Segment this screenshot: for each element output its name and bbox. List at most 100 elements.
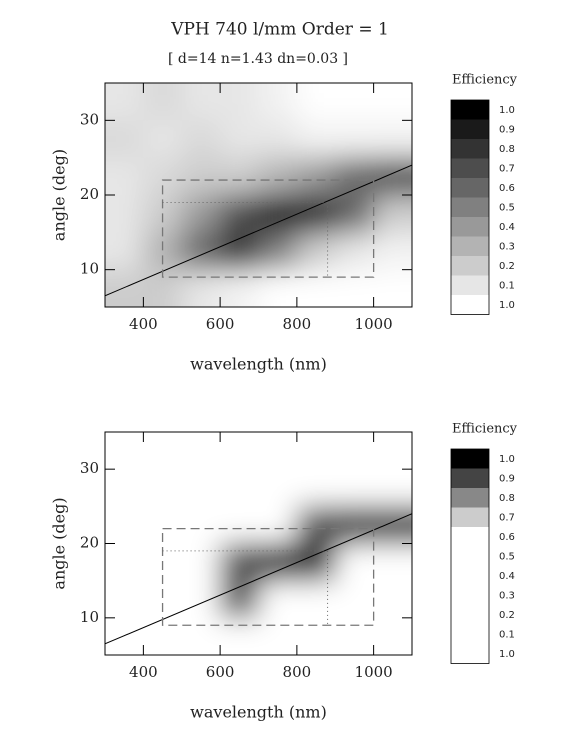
- colorbar-swatch: [451, 100, 489, 120]
- heatmap-cell: [258, 157, 298, 196]
- colorbar-swatch: [451, 507, 489, 528]
- heatmap-cell: [335, 232, 375, 271]
- heatmap-cell: [335, 469, 375, 507]
- heatmap-cell: [258, 469, 298, 507]
- colorbar-swatch: [451, 158, 489, 179]
- heatmap-cell: [335, 432, 375, 470]
- colorbar-label: 0.5: [499, 202, 515, 213]
- heatmap-cell: [181, 269, 221, 307]
- dispersion-line: [105, 164, 412, 297]
- x-tick-label: 1000: [355, 663, 393, 681]
- chart-title: VPH 740 l/mm Order = 1: [170, 20, 389, 40]
- colorbar-title: Efficiency: [452, 422, 518, 437]
- heatmap-cell: [143, 232, 183, 271]
- colorbar-swatch: [451, 449, 489, 469]
- heatmap-cell: [373, 195, 412, 233]
- dispersion-line: [105, 513, 412, 645]
- heatmap: [105, 83, 412, 307]
- y-axis-label: angle (deg): [50, 149, 69, 241]
- heatmap-cell: [373, 269, 412, 307]
- heatmap-cell: [373, 157, 412, 196]
- colorbar-swatch: [451, 197, 489, 218]
- heatmap-cell: [373, 432, 412, 470]
- x-axis-label: wavelength (nm): [190, 355, 327, 374]
- heatmap-cell: [220, 195, 259, 233]
- heatmap-cell: [373, 469, 412, 507]
- y-tick-label: 20: [80, 185, 99, 203]
- y-tick-label: 10: [80, 608, 99, 626]
- heatmap-cell: [105, 157, 144, 196]
- x-tick-label: 600: [206, 315, 235, 333]
- heatmap-cell: [220, 506, 259, 544]
- plot-area: [105, 432, 412, 655]
- colorbar-label: 0.3: [499, 241, 515, 252]
- heatmap-cell: [296, 157, 336, 196]
- colorbar-label: 0.9: [499, 473, 515, 484]
- plot-area: [105, 83, 412, 307]
- heatmap-cell: [181, 432, 221, 470]
- heatmap-cell: [296, 83, 336, 121]
- heatmap-cell: [143, 469, 183, 507]
- colorbar-label: 1.0: [499, 454, 515, 465]
- heatmap-cell: [181, 580, 221, 619]
- heatmap-cell: [258, 432, 298, 470]
- heatmap-cell: [258, 506, 298, 544]
- heatmap-cell: [373, 120, 412, 159]
- heatmap: [105, 432, 412, 655]
- colorbar-swatch: [451, 217, 489, 237]
- colorbar-label: 0.6: [499, 532, 515, 543]
- colorbar-swatch: [451, 139, 489, 159]
- heatmap-cell: [258, 195, 298, 233]
- heatmap-cell: [258, 232, 298, 271]
- colorbar-label: 0.7: [499, 512, 515, 523]
- y-axis-label: angle (deg): [50, 497, 69, 589]
- heatmap-cell: [105, 580, 144, 619]
- x-tick-label: 800: [283, 315, 312, 333]
- colorbar-swatch: [451, 488, 489, 508]
- heatmap-cell: [143, 83, 183, 121]
- colorbar-swatch: [451, 585, 489, 606]
- heatmap-cell: [296, 120, 336, 159]
- heatmap-cell: [181, 157, 221, 196]
- colorbar-swatch: [451, 527, 489, 547]
- heatmap-cell: [220, 543, 259, 582]
- heatmap-cell: [220, 157, 259, 196]
- heatmap-cell: [296, 232, 336, 271]
- x-axis-label: wavelength (nm): [190, 703, 327, 722]
- heatmap-cell: [220, 617, 259, 655]
- colorbar-swatch: [451, 256, 489, 276]
- y-tick-label: 30: [80, 459, 99, 477]
- heatmap-cell: [296, 195, 336, 233]
- heatmap-cell: [143, 120, 183, 159]
- heatmap-cell: [105, 432, 144, 470]
- heatmap-cell: [373, 580, 412, 619]
- heatmap-cell: [373, 617, 412, 655]
- x-tick-label: 400: [129, 663, 158, 681]
- heatmap-cell: [181, 506, 221, 544]
- colorbar-frame: [450, 99, 490, 315]
- heatmap-cell: [220, 120, 259, 159]
- colorbar-label: 0.6: [499, 183, 515, 194]
- colorbar-swatch: [451, 546, 489, 567]
- heatmap-cell: [105, 83, 144, 121]
- colorbar-label: 1.0: [499, 105, 515, 116]
- heatmap-cell: [105, 543, 144, 582]
- colorbar-swatch: [451, 275, 489, 296]
- colorbar-label: 0.4: [499, 222, 515, 233]
- heatmap-cell: [143, 432, 183, 470]
- heatmap-cell: [105, 506, 144, 544]
- heatmap-cell: [335, 195, 375, 233]
- x-tick-label: 1000: [355, 315, 393, 333]
- heatmap-cell: [335, 269, 375, 307]
- heatmap-cell: [181, 617, 221, 655]
- colorbar-label: 0.5: [499, 551, 515, 562]
- heatmap-cell: [105, 195, 144, 233]
- x-tick-label: 800: [283, 663, 312, 681]
- colorbar-swatch: [451, 605, 489, 625]
- colorbar-label: 0.2: [499, 610, 515, 621]
- heatmap-cell: [258, 120, 298, 159]
- heatmap-cell: [181, 469, 221, 507]
- colorbar-label: 1.0: [499, 300, 515, 311]
- heatmap-cell: [258, 269, 298, 307]
- colorbar-label: 0.1: [499, 280, 515, 291]
